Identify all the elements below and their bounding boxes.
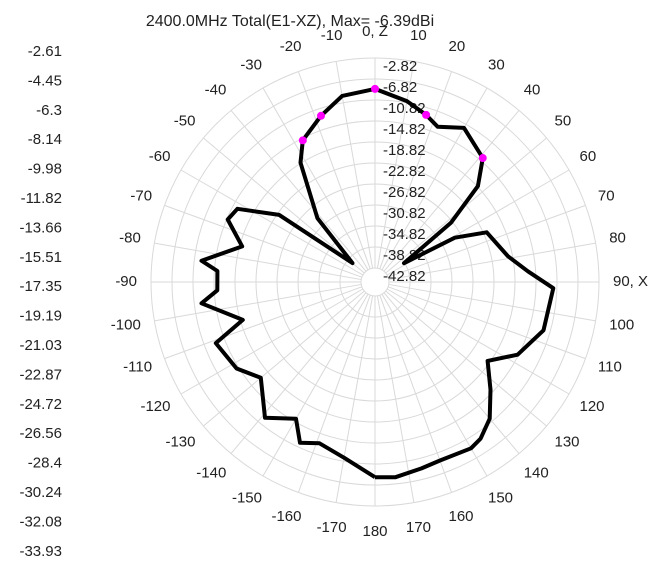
radial-label: -10.82: [383, 100, 426, 117]
marker: [422, 110, 431, 119]
angle-label: -120: [140, 398, 170, 415]
scale-label: -6.3: [36, 102, 62, 119]
scale-label: -15.51: [19, 249, 62, 266]
angle-label: 90, X: [613, 273, 648, 290]
angle-label: 140: [524, 464, 549, 481]
angle-label: 180: [362, 523, 387, 540]
marker: [371, 84, 379, 93]
scale-label: -4.45: [28, 72, 62, 89]
scale-label: -19.19: [19, 308, 62, 325]
angle-label: -80: [119, 230, 141, 247]
angle-label: 0, Z: [362, 23, 388, 40]
scale-label: -21.03: [19, 337, 62, 354]
angle-label: -20: [280, 38, 302, 55]
scale-label: -11.82: [21, 190, 62, 207]
scale-label: -32.08: [19, 513, 62, 530]
angle-label: -130: [165, 434, 195, 451]
angle-label: -140: [196, 464, 226, 481]
scale-label: -8.14: [28, 131, 62, 148]
radial-label: -14.82: [383, 121, 426, 138]
angle-label: 150: [488, 489, 513, 506]
scale-label: -2.61: [28, 43, 62, 60]
radial-label: -30.82: [383, 205, 426, 222]
scale-label: -22.87: [19, 366, 62, 383]
angle-label: 80: [609, 230, 626, 247]
pattern-line: [199, 86, 556, 480]
angle-label: -60: [149, 148, 171, 165]
radial-label: -22.82: [383, 163, 426, 180]
scale-label: -33.93: [19, 543, 62, 560]
angle-label: -70: [130, 187, 152, 204]
angle-label: -90: [115, 273, 137, 290]
angle-label: 160: [449, 508, 474, 525]
scale-label: -9.98: [28, 161, 62, 178]
marker: [298, 136, 307, 145]
angle-label: -170: [317, 519, 347, 536]
angle-label: 30: [488, 56, 505, 73]
scale-label: -17.35: [19, 278, 62, 295]
angle-label: 70: [598, 187, 615, 204]
scale-label: -13.66: [19, 219, 62, 236]
angle-label: 100: [609, 316, 634, 333]
ring-grid-line: [318, 225, 432, 339]
angle-label: 60: [580, 148, 597, 165]
radial-label: -34.82: [383, 226, 426, 243]
angle-label: -10: [321, 27, 343, 44]
scale-label: -26.56: [19, 425, 62, 442]
angle-label: 40: [524, 81, 541, 98]
radial-label: -26.82: [383, 184, 426, 201]
ring-grid-line: [192, 99, 558, 465]
angle-label: 20: [449, 38, 466, 55]
angle-label: 110: [598, 358, 622, 375]
angle-label: 170: [406, 519, 431, 536]
radial-label: -18.82: [383, 142, 426, 159]
scale-label: -30.24: [19, 484, 62, 501]
ring-grid-line: [213, 120, 537, 444]
radial-label: -42.82: [383, 268, 426, 285]
angle-label: 50: [555, 112, 572, 129]
angle-label: -100: [111, 316, 141, 333]
angle-label: 120: [580, 398, 605, 415]
scale-label: -24.72: [19, 396, 62, 413]
angle-label: 130: [555, 434, 580, 451]
chart-title: 2400.0MHz Total(E1-XZ), Max= -6.39dBi: [146, 13, 434, 30]
marker: [316, 111, 325, 120]
angle-label: -150: [232, 489, 262, 506]
angle-label: 10: [410, 27, 427, 44]
ring-grid-line: [276, 183, 474, 381]
scale-label: -28.4: [28, 455, 62, 472]
angle-label: -160: [271, 508, 301, 525]
angle-label: -50: [174, 112, 196, 129]
angle-label: -110: [123, 358, 152, 375]
ring-grid-line: [255, 162, 495, 402]
marker: [478, 154, 487, 163]
ring-grid-line: [360, 267, 390, 297]
radial-label: -2.82: [383, 58, 417, 75]
angle-label: -40: [205, 81, 227, 98]
ring-grid-line: [297, 204, 453, 360]
ring-grid-line: [234, 141, 516, 423]
radial-label: -6.82: [383, 79, 417, 96]
angle-label: -30: [240, 56, 262, 73]
ring-grid-line: [339, 246, 411, 318]
ring-grid-line: [171, 78, 579, 486]
ring-grid-line: [150, 57, 600, 507]
